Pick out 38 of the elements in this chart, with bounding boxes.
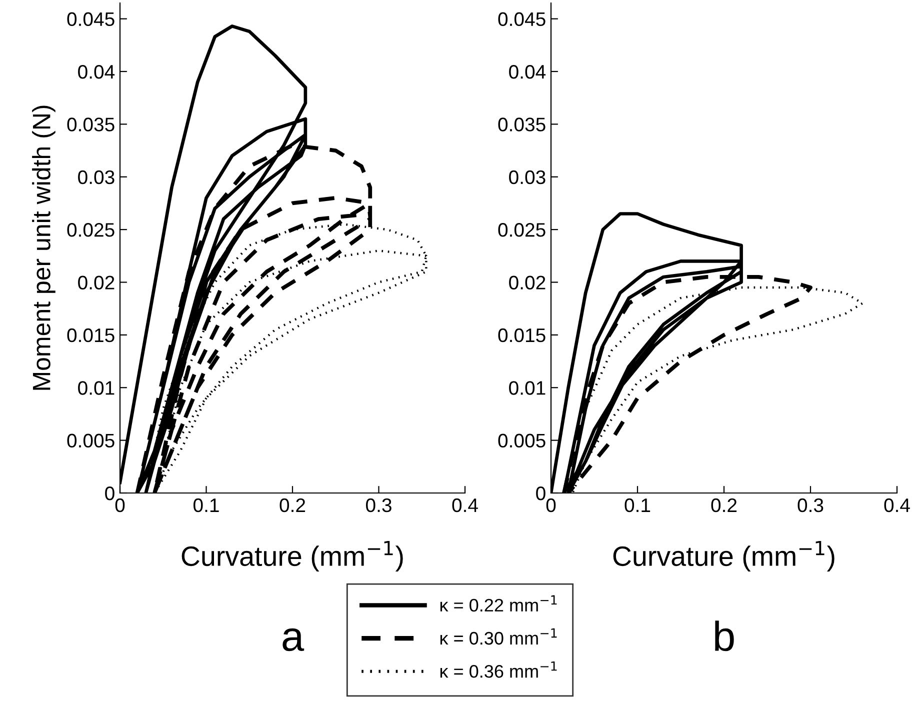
y-tick-label: 0.025: [67, 223, 114, 237]
y-tick-label: 0: [105, 486, 114, 500]
x-tick-label: 0.1: [624, 498, 650, 512]
x-tick-label: 0.4: [884, 498, 910, 512]
y-tick-label: 0.005: [498, 434, 546, 448]
x-axis-title: Curvature (mm$^{−1}$): [613, 540, 834, 572]
x-tick-label: 0.3: [366, 498, 392, 512]
y-tick-label: 0.035: [67, 118, 114, 132]
y-tick-label: 0.04: [78, 64, 115, 79]
y-tick-label: 0.03: [509, 170, 546, 184]
y-tick-label: 0.045: [67, 12, 114, 26]
y-tick-label: 0.015: [498, 328, 546, 342]
y-tick-label: 0.025: [498, 223, 546, 237]
y-tick-label: 0.01: [509, 381, 546, 395]
y-tick-label: 0: [536, 486, 546, 500]
text: b: [715, 620, 734, 652]
x-axis-title: Curvature (mm$^{−1}$): [182, 540, 403, 572]
x-tick-label: 0.2: [280, 498, 306, 512]
legend-label: κ = 0.30 mm$^{−1}$: [440, 628, 557, 645]
x-tick-label: 0: [115, 498, 125, 512]
y-tick-label: 0.03: [78, 170, 114, 184]
x-tick-label: 0: [546, 498, 556, 512]
y-tick-label: 0.005: [67, 434, 114, 448]
x-tick-label: 0.3: [798, 498, 824, 512]
y-tick-label: 0.045: [498, 12, 546, 26]
text: a: [282, 628, 304, 652]
y-tick-label: 0.035: [498, 118, 546, 132]
x-tick-label: 0.4: [452, 498, 478, 512]
y-tick-label: 0.04: [509, 64, 546, 79]
y-axis-title: Moment per unit width (N): [32, 106, 56, 390]
legend-label: κ = 0.36 mm$^{−1}$: [440, 661, 557, 678]
y-tick-label: 0.015: [67, 328, 114, 342]
legend-label: κ = 0.22 mm$^{−1}$: [440, 595, 557, 612]
x-tick-label: 0.2: [711, 498, 737, 512]
y-tick-label: 0.01: [78, 381, 114, 395]
y-tick-label: 0.02: [78, 276, 114, 290]
x-tick-label: 0.1: [193, 498, 219, 512]
y-tick-label: 0.02: [509, 276, 546, 290]
